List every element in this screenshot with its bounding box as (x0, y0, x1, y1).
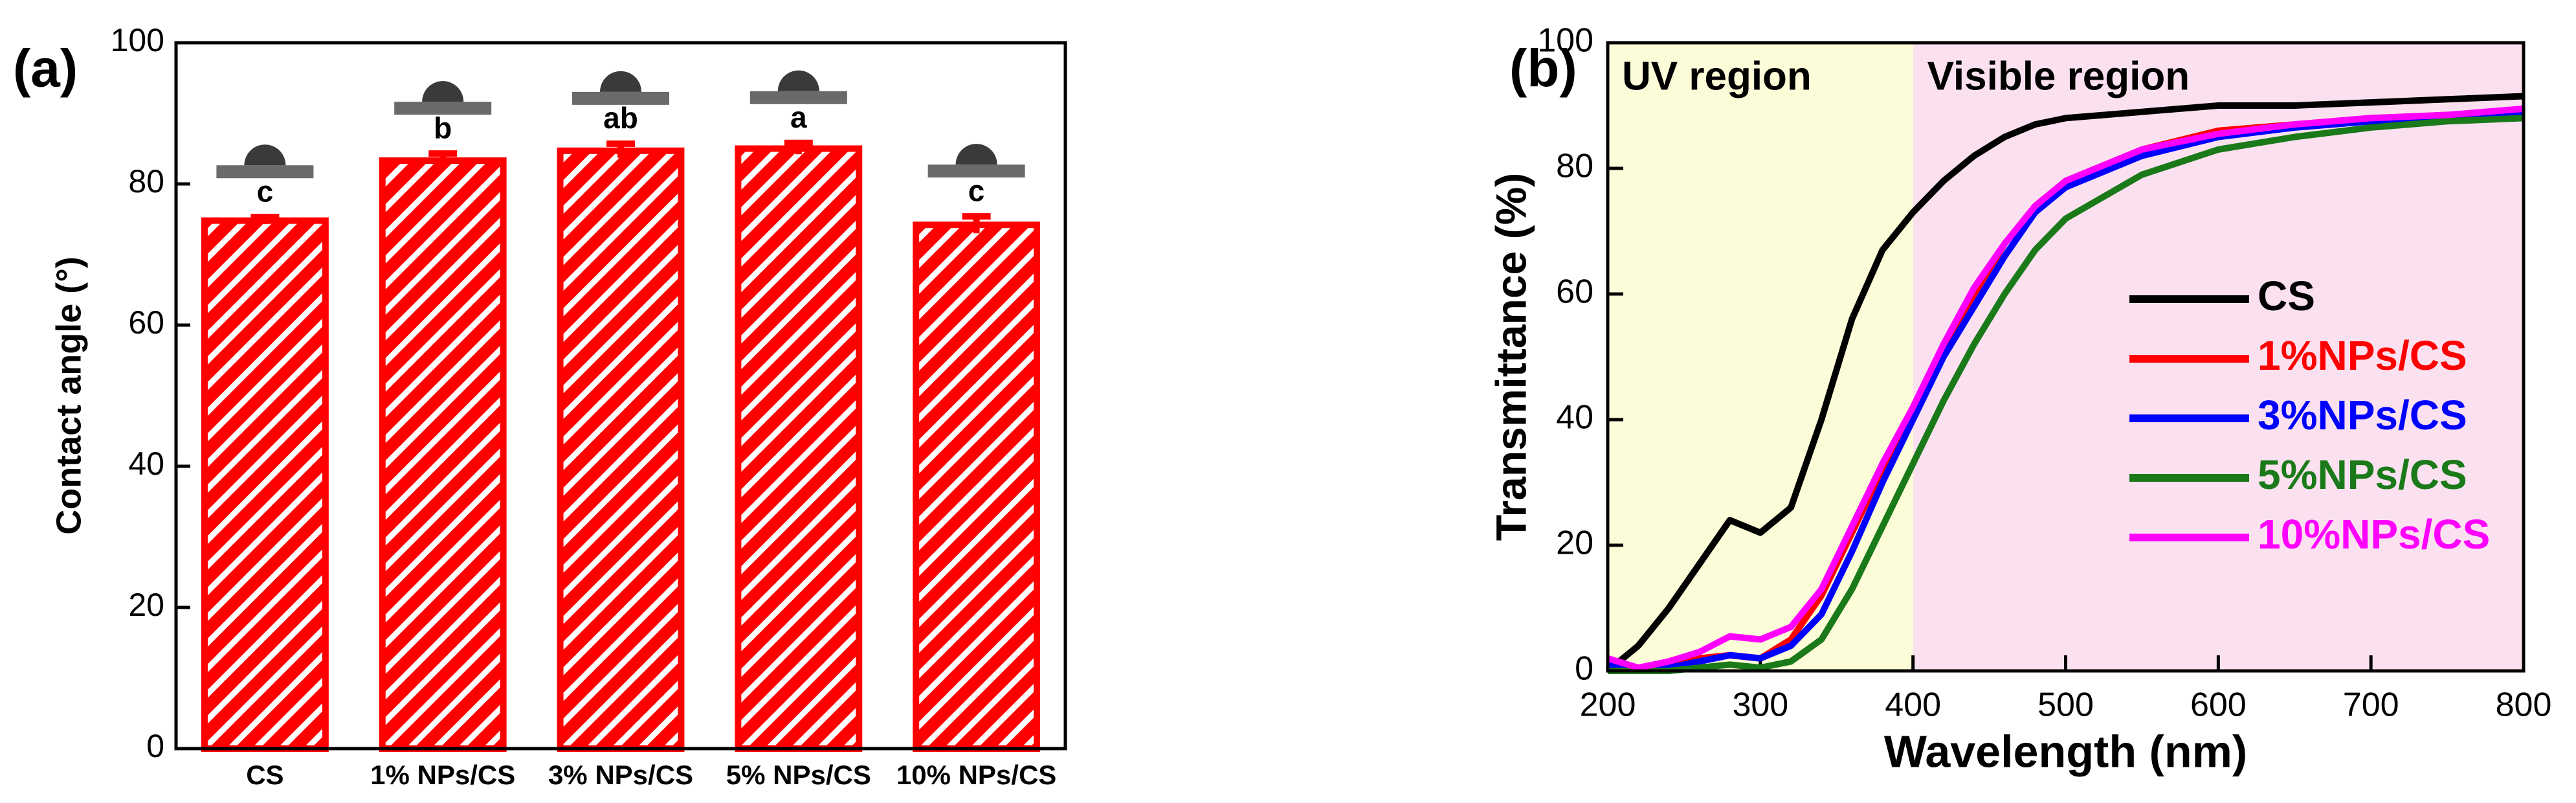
droplet-substrate (749, 91, 847, 104)
x-tick-label: 300 (1732, 686, 1788, 724)
droplet (955, 144, 997, 165)
significance-letter: c (968, 174, 985, 207)
bar (913, 221, 1041, 752)
x-tick-label: 600 (2190, 686, 2247, 724)
y-tick-label: 20 (128, 587, 164, 623)
panel-label: (b) (1509, 40, 1577, 98)
y-tick-label: 20 (1556, 525, 1593, 562)
droplet (422, 81, 464, 102)
legend-label: 10%NPs/CS (2258, 511, 2490, 558)
y-tick-label: 40 (1556, 399, 1593, 436)
x-tick-label: 200 (1580, 686, 1636, 724)
bar (557, 147, 685, 752)
bar (379, 157, 507, 752)
droplet-substrate (572, 91, 669, 105)
plot-frame (174, 41, 1067, 751)
legend-label: 1%NPs/CS (2258, 332, 2467, 379)
x-tick-label: 400 (1885, 686, 1941, 724)
droplet-substrate (394, 102, 492, 115)
y-tick-label: 100 (111, 22, 164, 58)
droplet-substrate (216, 165, 314, 179)
legend-label: CS (2258, 273, 2315, 319)
y-tick-label: 80 (1556, 148, 1593, 185)
region-label: Visible region (1927, 54, 2190, 98)
legend-label: 5%NPs/CS (2258, 451, 2467, 498)
droplet (600, 71, 641, 92)
x-tick-label: 700 (2343, 686, 2399, 724)
significance-letter: a (790, 100, 807, 134)
x-tick-label: 10% NPs/CS (896, 760, 1056, 790)
x-tick-label: 500 (2037, 686, 2094, 724)
significance-letter: b (434, 111, 452, 144)
region (1608, 43, 1913, 671)
x-tick-label: CS (246, 760, 283, 790)
plot-frame (1606, 41, 2526, 673)
y-tick-label: 60 (128, 304, 164, 341)
bar (201, 217, 329, 752)
droplet-substrate (927, 164, 1025, 178)
series-line (1608, 115, 2524, 674)
y-tick-label: 100 (1537, 22, 1593, 60)
x-tick-label: 800 (2496, 686, 2552, 724)
series-line (1606, 105, 2524, 672)
x-axis-title: Wavelength (nm) (1884, 726, 2247, 776)
y-tick-label: 0 (146, 728, 164, 764)
y-axis-title: Contact angle (°) (49, 256, 88, 535)
droplet (777, 70, 819, 91)
x-tick-label: 5% NPs/CS (726, 760, 871, 790)
x-tick-label: 1% NPs/CS (370, 760, 515, 790)
droplet (244, 144, 286, 166)
series-line (1605, 93, 2524, 673)
y-axis-title: Transmittance (%) (1487, 173, 1535, 541)
bar (735, 145, 863, 752)
x-tick-label: 3% NPs/CS (548, 760, 693, 790)
y-tick-label: 60 (1556, 273, 1593, 311)
region-label: UV region (1622, 54, 1812, 98)
legend-label: 3%NPs/CS (2258, 392, 2467, 438)
y-tick-label: 0 (1575, 650, 1593, 688)
y-tick-label: 40 (128, 446, 164, 482)
significance-letter: c (257, 174, 274, 208)
significance-letter: ab (603, 101, 638, 135)
y-tick-label: 80 (128, 163, 164, 199)
panel-label: (a) (13, 40, 78, 98)
